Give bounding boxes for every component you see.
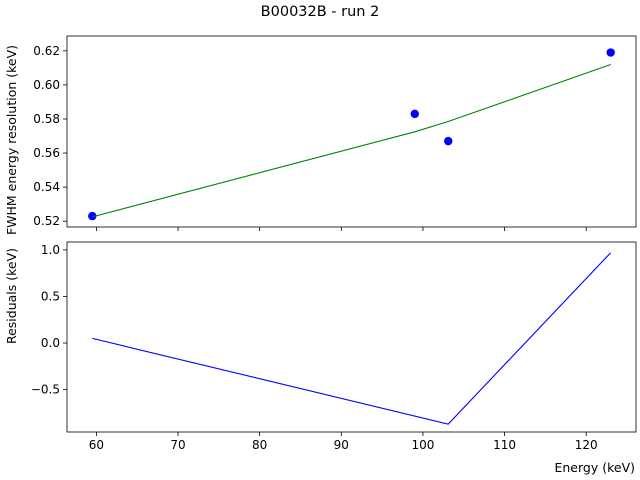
y-tick-label: 0.58 — [33, 112, 60, 126]
x-tick-label: 110 — [493, 438, 516, 452]
y-axis-label-bottom: Residuals (keV) — [4, 248, 19, 344]
y-tick-label: 0.56 — [33, 146, 60, 160]
chart-title: B00032B - run 2 — [261, 4, 380, 20]
y-tick-label: 0.52 — [33, 214, 60, 228]
y-tick-label: 1.0 — [41, 243, 60, 257]
y-tick-label: 0.0 — [41, 336, 60, 350]
plot-frame — [66, 241, 637, 433]
x-tick-label: 120 — [575, 438, 598, 452]
data-point — [444, 136, 453, 146]
data-point — [88, 211, 97, 221]
x-tick-label: 90 — [334, 438, 349, 452]
y-axis-label-top: FWHM energy resolution (keV) — [4, 45, 19, 235]
bottom-panel: 60 70 80 90 100 110 120 −0.5 0.0 0.5 1.0 — [31, 241, 637, 452]
x-tick-label: 80 — [252, 438, 267, 452]
series-line — [92, 63, 611, 218]
x-tick-label: 70 — [170, 438, 185, 452]
x-tick-label: 100 — [411, 438, 434, 452]
y-tick-label: 0.54 — [33, 180, 60, 194]
plot-frame — [66, 35, 637, 228]
data-point — [606, 48, 615, 57]
data-point — [410, 109, 419, 119]
y-tick-label: 0.5 — [41, 289, 60, 303]
y-tick-label: 0.60 — [33, 78, 60, 92]
x-tick-label: 60 — [89, 438, 104, 452]
y-tick-label: 0.62 — [33, 44, 60, 58]
top-panel: 0.52 0.54 0.56 0.58 0.60 0.62 — [33, 35, 637, 231]
series-line — [92, 252, 612, 425]
x-axis-label: Energy (keV) — [554, 460, 635, 475]
y-tick-label: −0.5 — [31, 383, 60, 397]
